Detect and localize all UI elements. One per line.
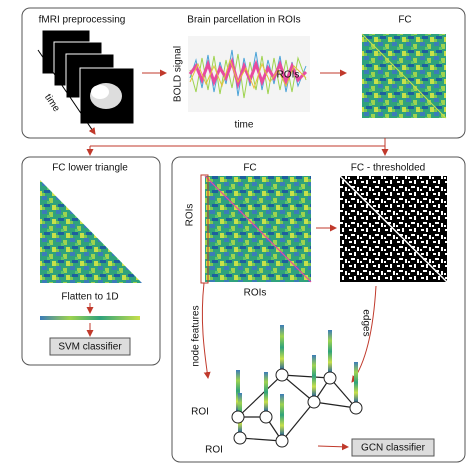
fc-lower-triangle xyxy=(40,180,142,283)
svm-box xyxy=(49,337,131,356)
title: FC - thresholded xyxy=(351,163,425,174)
time-arrow xyxy=(37,49,96,135)
roi-label: ROI xyxy=(191,407,209,418)
axis-label: time xyxy=(235,120,254,131)
step-label: Flatten to 1D xyxy=(61,292,118,303)
title: FC xyxy=(398,15,411,26)
highlight xyxy=(200,174,209,284)
classifier-label: GCN classifier xyxy=(361,443,426,454)
diagonal xyxy=(204,175,312,283)
axis-label: BOLD signal xyxy=(173,46,184,102)
annotation: node features xyxy=(191,305,202,366)
title: FC lower triangle xyxy=(52,163,128,174)
fmri-stack xyxy=(41,29,135,125)
title: FC xyxy=(243,163,256,174)
classifier-label: SVM classifier xyxy=(58,342,122,353)
diagonal xyxy=(339,175,448,283)
flat-vector xyxy=(40,316,140,320)
graph xyxy=(231,325,363,448)
bold-signals xyxy=(188,49,308,99)
annotation: edges xyxy=(360,309,371,336)
gcn-box xyxy=(351,438,435,457)
axis-label: ROIs xyxy=(185,204,196,227)
title: Brain parcellation in ROIs xyxy=(187,15,300,26)
roi-label: ROI xyxy=(205,445,223,456)
series-label: ROIs xyxy=(277,70,300,81)
diagonal xyxy=(361,33,447,119)
axis-label: ROIs xyxy=(244,288,267,299)
title: fMRI preprocessing xyxy=(39,15,126,26)
arrow xyxy=(201,282,211,379)
connector xyxy=(90,138,386,147)
arrow xyxy=(317,443,349,451)
